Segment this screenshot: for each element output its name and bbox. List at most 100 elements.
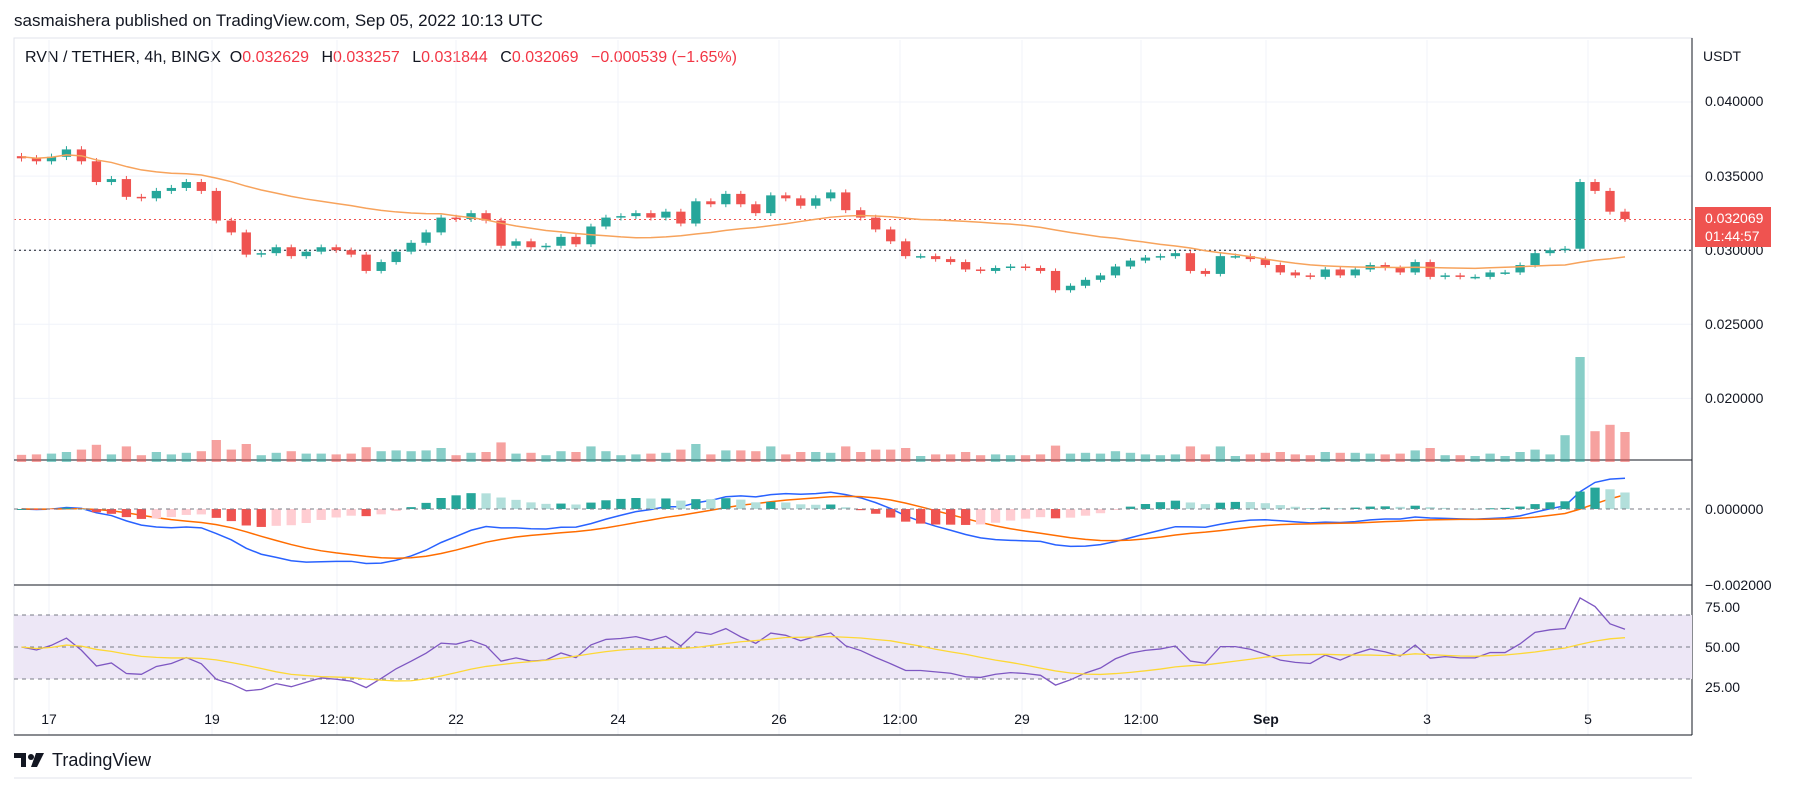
volume-bar bbox=[406, 451, 416, 462]
candle-body bbox=[526, 241, 536, 248]
time-label: 5 bbox=[1584, 711, 1592, 727]
close-value: 0.032069 bbox=[511, 49, 579, 66]
macd-histogram-bar bbox=[391, 509, 401, 512]
volume-bar bbox=[601, 451, 611, 462]
volume-bar bbox=[916, 456, 926, 462]
macd-histogram-bar bbox=[16, 509, 27, 510]
volume-bar bbox=[136, 455, 147, 462]
candle-body bbox=[1275, 265, 1285, 273]
volume-bar bbox=[1590, 431, 1600, 462]
macd-histogram-bar bbox=[1305, 507, 1315, 509]
macd-histogram-bar bbox=[451, 495, 461, 509]
moving-average-line bbox=[21, 154, 1626, 270]
candle-body bbox=[796, 198, 806, 206]
symbol-name[interactable]: RVN / TETHER, 4h, BINGX bbox=[25, 49, 221, 66]
candle-body bbox=[1065, 285, 1076, 291]
volume-bar bbox=[1425, 448, 1435, 462]
candle-body bbox=[661, 211, 671, 218]
volume-bar bbox=[61, 452, 72, 462]
candle-body bbox=[676, 211, 686, 224]
macd-histogram-bar bbox=[1425, 507, 1435, 509]
candle-body bbox=[901, 241, 911, 257]
candle-body bbox=[1320, 269, 1330, 277]
macd-tick: 0.000000 bbox=[1705, 501, 1764, 517]
macd-histogram-bar bbox=[1290, 506, 1300, 509]
macd-histogram-bar bbox=[930, 509, 941, 525]
tradingview-logo[interactable]: TradingView bbox=[14, 750, 151, 771]
volume-bar bbox=[586, 446, 596, 462]
brand-name: TradingView bbox=[52, 750, 152, 770]
volume-bar bbox=[1095, 453, 1106, 462]
signal-line bbox=[21, 493, 1626, 559]
macd-histogram-bar bbox=[316, 509, 326, 520]
volume-bar bbox=[766, 446, 776, 462]
macd-histogram-bar bbox=[901, 509, 911, 522]
volume-bar bbox=[16, 454, 27, 462]
tradingview-logo-icon bbox=[14, 752, 44, 767]
volume-bar bbox=[646, 453, 656, 462]
rsi-pane bbox=[14, 597, 1692, 692]
volume-bar bbox=[481, 452, 491, 462]
volume-bar bbox=[511, 453, 521, 462]
macd-histogram-bar bbox=[571, 504, 581, 509]
volume-bar bbox=[346, 453, 356, 462]
macd-histogram-bar bbox=[1050, 509, 1061, 519]
macd-histogram-bar bbox=[91, 509, 102, 513]
candle-body bbox=[1005, 266, 1016, 269]
macd-histogram-bar bbox=[990, 509, 1001, 523]
macd-histogram-bar bbox=[1080, 509, 1091, 516]
volume-bar bbox=[871, 449, 881, 462]
macd-histogram-bar bbox=[1380, 506, 1390, 509]
volume-bar bbox=[286, 451, 296, 462]
price-tick: 0.040000 bbox=[1705, 93, 1764, 109]
macd-histogram-bar bbox=[1125, 506, 1136, 509]
volume-bar bbox=[781, 454, 791, 462]
candle-body bbox=[421, 232, 431, 243]
macd-histogram-bar bbox=[481, 493, 491, 509]
candle-body bbox=[106, 179, 117, 183]
candle-body bbox=[466, 213, 476, 220]
candle-body bbox=[1470, 276, 1480, 279]
macd-histogram-bar bbox=[1110, 509, 1121, 510]
candle-body bbox=[1380, 265, 1390, 268]
candle-body bbox=[1500, 272, 1510, 274]
candle-body bbox=[990, 267, 1001, 271]
volume-bar bbox=[1470, 456, 1480, 462]
candle-body bbox=[766, 195, 776, 214]
volume-bar bbox=[1200, 454, 1211, 462]
volume-bar bbox=[1515, 452, 1525, 462]
volume-bar bbox=[930, 454, 941, 462]
volume-bar bbox=[376, 451, 386, 462]
volume-bar bbox=[706, 454, 716, 462]
open-label: O bbox=[229, 49, 243, 66]
macd-histogram bbox=[14, 487, 1692, 527]
time-label: 19 bbox=[204, 711, 220, 727]
candle-body bbox=[826, 192, 836, 199]
volume-bar bbox=[901, 448, 911, 462]
macd-histogram-bar bbox=[331, 509, 341, 518]
candle-body bbox=[1455, 275, 1465, 277]
candle-body bbox=[811, 198, 821, 206]
candle-body bbox=[1155, 256, 1166, 258]
candle-body bbox=[1305, 275, 1315, 277]
rsi-band bbox=[14, 615, 1692, 679]
candle-body bbox=[1590, 182, 1600, 191]
volume-bar bbox=[1455, 455, 1465, 462]
rsi-ma-line bbox=[21, 635, 1626, 682]
macd-histogram-bar bbox=[1035, 509, 1046, 518]
candle-body bbox=[301, 251, 311, 257]
macd-histogram-bar bbox=[871, 509, 881, 514]
macd-histogram-bar bbox=[751, 502, 761, 509]
macd-histogram-bar bbox=[211, 509, 221, 518]
time-label: 26 bbox=[771, 711, 787, 727]
volume-bar bbox=[226, 449, 236, 462]
candle-body bbox=[1230, 256, 1241, 258]
volume-bar bbox=[811, 452, 821, 462]
volume-bar bbox=[616, 455, 626, 462]
candle-body bbox=[721, 193, 731, 205]
volume-bar bbox=[1260, 452, 1270, 462]
candle-body bbox=[1215, 256, 1226, 274]
candle-body bbox=[76, 149, 87, 162]
macd-histogram-bar bbox=[346, 509, 356, 516]
